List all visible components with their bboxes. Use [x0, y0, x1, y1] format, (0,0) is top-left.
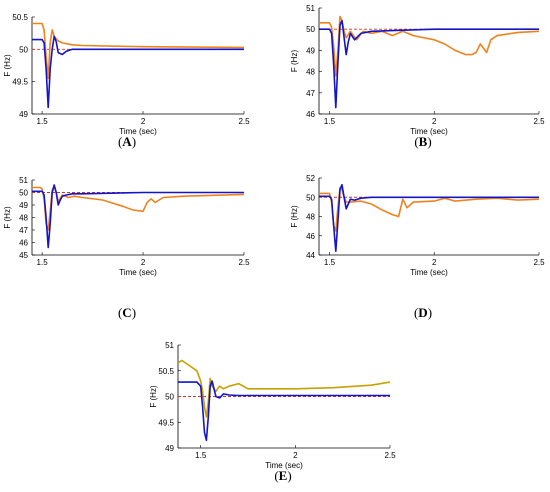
y-tick-label: 49	[165, 444, 174, 453]
y-tick-label: 51	[165, 341, 174, 350]
y-axis-label: F (Hz)	[290, 205, 299, 228]
x-tick-label: 1.5	[324, 258, 336, 267]
y-tick-label: 50	[19, 189, 28, 198]
x-tick-label: 1.5	[324, 117, 336, 126]
panel-caption-letter: A	[122, 134, 132, 149]
x-tick-label: 2	[141, 117, 146, 126]
x-tick-label: 2.5	[384, 451, 396, 460]
panel-caption: (B)	[414, 134, 431, 149]
series-line-2	[319, 183, 539, 252]
y-tick-label: 51	[306, 4, 315, 13]
y-axis-label: F (Hz)	[290, 50, 299, 73]
x-tick-label: 2	[141, 258, 146, 267]
y-tick-label: 49	[19, 110, 28, 119]
y-tick-label: 46	[306, 110, 315, 119]
panel-caption: (D)	[414, 305, 432, 320]
y-tick-label: 48	[306, 68, 315, 77]
y-tick-label: 47	[306, 89, 315, 98]
series-line-2	[32, 184, 244, 249]
y-tick-label: 45	[19, 251, 28, 260]
y-tick-label: 50.5	[158, 367, 174, 376]
y-axis-label: F (Hz)	[3, 206, 12, 229]
panel-caption-letter: D	[418, 305, 427, 320]
chart-panel-c: 45 46 47 48 49 50 51 1.5 2 2.5 Time (sec) F (Hz) (C)	[3, 176, 250, 320]
y-tick-label: 49	[306, 46, 315, 55]
y-tick-label: 50	[306, 25, 315, 34]
x-tick-label: 2	[432, 258, 437, 267]
y-tick-label: 52	[306, 174, 315, 183]
y-tick-label: 47	[19, 226, 28, 235]
series-line-2	[32, 35, 244, 109]
chart-panel-a: 49 49.5 50 50.5 1.5 2 2.5 Time (sec) F (Hz) (A)	[3, 13, 250, 149]
panel-caption: (A)	[118, 134, 136, 149]
x-tick-label: 2.5	[238, 258, 250, 267]
y-tick-label: 48	[306, 213, 315, 222]
y-axis-label: F (Hz)	[149, 385, 158, 408]
series-line-1	[32, 22, 245, 80]
y-axis-label: F (Hz)	[3, 54, 12, 77]
y-tick-label: 50	[165, 393, 174, 402]
panel-caption-letter: C	[122, 305, 131, 320]
x-tick-label: 2.5	[238, 117, 250, 126]
x-tick-label: 2.5	[533, 258, 545, 267]
x-tick-label: 1.5	[195, 451, 207, 460]
chart-panel-e: 49 49.5 50 50.5 51 1.5 2 2.5 Time (sec) F (Hz) (E)	[149, 341, 396, 483]
x-tick-label: 1.5	[37, 258, 49, 267]
y-tick-label: 46	[19, 239, 28, 248]
x-tick-label: 2	[432, 117, 437, 126]
x-tick-label: 2	[293, 451, 298, 460]
series-line-1	[319, 186, 540, 232]
y-tick-label: 49.5	[12, 78, 28, 87]
panel-caption: (E)	[274, 468, 291, 483]
x-axis-label: Time (sec)	[410, 127, 448, 136]
panel-caption-letter: B	[419, 134, 428, 149]
series-line-2	[178, 380, 390, 442]
x-axis-label: Time (sec)	[119, 268, 157, 277]
chart-panel-d: 44 46 48 50 52 1.5 2 2.5 Time (sec) F (Hz) (D)	[290, 174, 545, 320]
panel-caption-letter: E	[279, 468, 288, 483]
x-axis-label: Time (sec)	[265, 461, 303, 470]
y-tick-label: 51	[19, 176, 28, 185]
y-tick-label: 44	[306, 251, 315, 260]
x-tick-label: 2.5	[533, 117, 545, 126]
series-line-1	[319, 15, 540, 77]
series-line-2	[319, 19, 539, 109]
chart-panel-b: 46 47 48 49 50 51 1.5 2 2.5 Time (sec) F (Hz) (B)	[290, 4, 545, 149]
panel-caption: (C)	[118, 305, 136, 320]
y-tick-label: 50	[19, 45, 28, 54]
y-tick-label: 49	[19, 201, 28, 210]
y-tick-label: 50.5	[12, 13, 28, 22]
x-tick-label: 1.5	[37, 117, 49, 126]
y-tick-label: 48	[19, 214, 28, 223]
y-tick-label: 46	[306, 232, 315, 241]
x-axis-label: Time (sec)	[119, 127, 157, 136]
x-axis-label: Time (sec)	[410, 268, 448, 277]
y-tick-label: 49.5	[158, 418, 174, 427]
y-tick-label: 50	[306, 193, 315, 202]
